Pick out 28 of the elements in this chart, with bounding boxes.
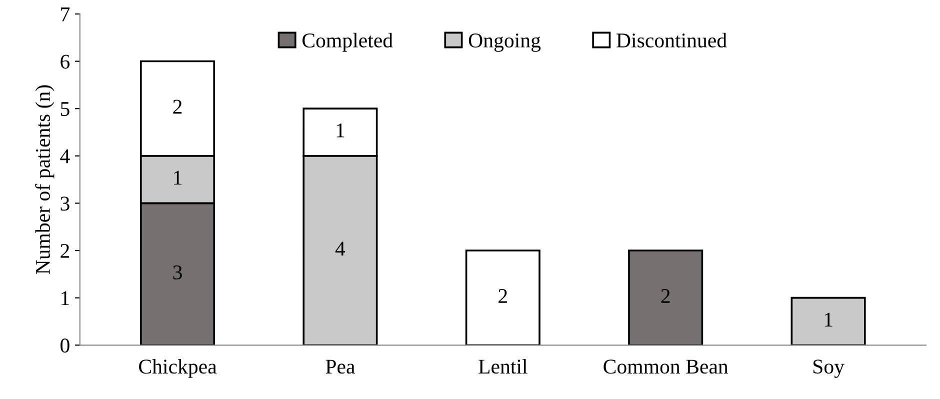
- y-tick-label: 7: [61, 8, 70, 22]
- data-label: 3: [173, 265, 182, 280]
- y-tick-label: 5: [60, 102, 70, 116]
- x-tick-label: Chickpea: [139, 359, 217, 378]
- bar: [465, 250, 540, 346]
- y-tick-label: 0: [60, 338, 70, 353]
- data-label: 2: [661, 289, 670, 303]
- data-label: 2: [173, 100, 182, 114]
- y-tick-label: 3: [60, 196, 70, 211]
- x-tick-label: Soy: [813, 360, 844, 378]
- legend-label: Ongoing: [468, 34, 541, 52]
- y-tick-label: 2: [60, 244, 70, 258]
- y-tick-label: 6: [60, 54, 70, 69]
- data-label: 1: [174, 170, 182, 185]
- legend-label: Discontinued: [616, 32, 727, 48]
- data-label: 2: [498, 289, 507, 303]
- x-tick-label: Lentil: [478, 359, 528, 374]
- data-label: 1: [824, 312, 832, 326]
- y-tick-label: 1: [62, 291, 69, 306]
- y-tick-label: 4: [60, 149, 70, 164]
- y-axis-title: Number of patients (n): [35, 85, 54, 274]
- x-tick-label: Common Bean: [604, 360, 728, 374]
- bar: [628, 250, 704, 346]
- data-label: 1: [336, 123, 344, 138]
- x-tick-label: Pea: [326, 360, 355, 374]
- data-label: 4: [335, 242, 346, 256]
- legend-label: Completed: [302, 32, 393, 52]
- bar: [790, 296, 866, 346]
